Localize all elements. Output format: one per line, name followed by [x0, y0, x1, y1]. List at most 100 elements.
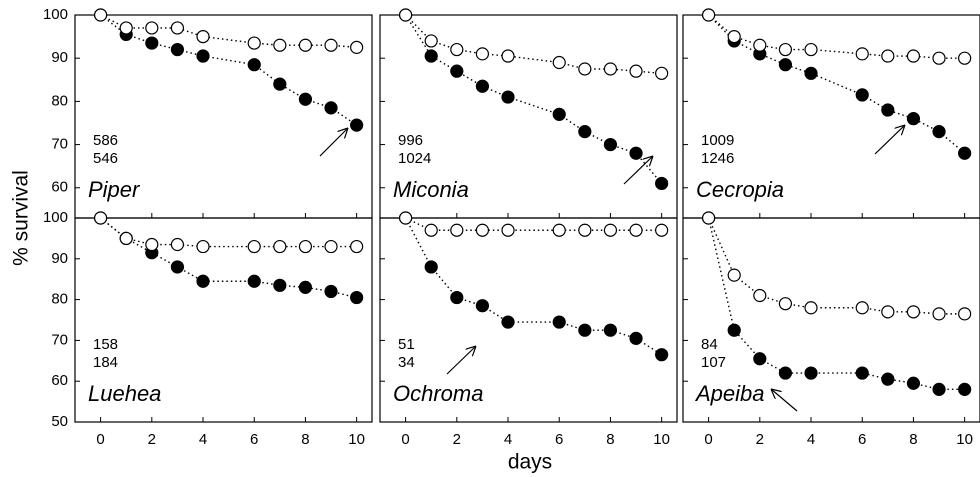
- data-point: [778, 297, 793, 311]
- arrow: [771, 389, 798, 412]
- data-point: [855, 366, 869, 380]
- data-point: [932, 51, 946, 65]
- data-point: [603, 62, 618, 76]
- sample-count: 158: [93, 336, 118, 353]
- series-line: [405, 217, 662, 231]
- data-point: [350, 40, 364, 54]
- series-line: [708, 14, 966, 154]
- x-tick-label: 10: [653, 431, 670, 448]
- x-tick-label: 2: [453, 431, 461, 448]
- x-tick-label: 4: [199, 431, 207, 448]
- sample-count: 1009: [701, 132, 734, 149]
- x-tick-label: 6: [250, 431, 258, 448]
- data-point: [324, 284, 338, 299]
- data-point: [804, 366, 818, 380]
- data-point: [753, 38, 767, 52]
- x-tick-label: 6: [555, 431, 563, 448]
- data-point: [324, 101, 338, 115]
- x-tick-label: 6: [858, 431, 866, 448]
- data-point: [119, 231, 133, 245]
- data-point: [424, 34, 438, 48]
- x-tick-label: 10: [956, 431, 973, 448]
- arrow: [623, 156, 653, 185]
- data-point: [501, 223, 515, 237]
- x-tick-label: 0: [704, 431, 712, 448]
- series-line: [707, 217, 965, 315]
- data-point: [298, 92, 313, 106]
- y-tick-label: 70: [51, 136, 68, 153]
- data-point: [578, 323, 592, 337]
- data-point: [450, 290, 464, 305]
- data-point: [350, 290, 364, 305]
- x-tick-label: 8: [606, 431, 614, 448]
- data-point: [906, 112, 921, 126]
- data-point: [629, 64, 643, 78]
- sample-count: 84: [701, 336, 718, 353]
- data-point: [350, 118, 364, 132]
- x-tick-label: 2: [756, 431, 764, 448]
- panel-title: Miconia: [393, 177, 469, 202]
- y-tick-label: 80: [51, 92, 68, 109]
- data-point: [804, 301, 818, 315]
- data-point: [727, 29, 741, 44]
- sample-count: 586: [93, 132, 118, 149]
- data-point: [552, 55, 566, 70]
- data-point: [655, 66, 669, 80]
- series-line: [707, 217, 965, 391]
- y-axis-label: % survival: [10, 170, 33, 266]
- data-point: [399, 211, 413, 225]
- panel-title: Apeiba: [694, 381, 765, 406]
- data-point: [603, 223, 618, 237]
- x-tick-label: 10: [348, 431, 365, 448]
- data-point: [778, 58, 793, 72]
- data-point: [94, 211, 108, 225]
- arrow: [874, 125, 905, 155]
- data-point: [450, 223, 464, 237]
- data-point: [350, 239, 364, 254]
- data-point: [196, 49, 210, 63]
- data-point: [247, 58, 261, 72]
- data-point: [145, 237, 159, 252]
- data-point: [475, 47, 490, 61]
- data-point: [727, 268, 741, 282]
- data-point: [655, 348, 669, 362]
- panel-frame: [74, 217, 373, 423]
- data-point: [655, 223, 669, 237]
- data-point: [552, 223, 566, 237]
- series-line: [100, 14, 357, 49]
- data-point: [298, 38, 313, 52]
- panel-title: Cecropia: [696, 177, 784, 202]
- arrow: [319, 128, 348, 157]
- data-point: [958, 146, 972, 160]
- data-point: [932, 382, 946, 396]
- data-point: [578, 62, 592, 76]
- data-point: [629, 331, 643, 345]
- x-tick-label: 8: [301, 431, 309, 448]
- x-tick-label: 2: [148, 431, 156, 448]
- x-axis-label: days: [508, 451, 552, 474]
- data-point: [804, 42, 818, 57]
- data-point: [450, 64, 464, 78]
- data-point: [170, 21, 185, 35]
- data-point: [778, 42, 793, 57]
- x-tick-label: 8: [909, 431, 917, 448]
- data-point: [727, 323, 741, 337]
- data-point: [881, 103, 895, 117]
- data-point: [399, 8, 413, 22]
- data-point: [855, 47, 869, 61]
- x-tick-label: 0: [96, 431, 104, 448]
- data-point: [603, 323, 618, 337]
- series-line: [100, 217, 357, 299]
- y-tick-label: 70: [51, 331, 68, 348]
- panel-title: Ochroma: [393, 381, 483, 406]
- data-point: [475, 223, 490, 237]
- data-point: [855, 301, 869, 315]
- series-line: [100, 14, 358, 126]
- data-point: [932, 307, 946, 321]
- y-tick-label: 60: [51, 372, 68, 389]
- data-point: [145, 21, 159, 35]
- data-point: [247, 274, 261, 288]
- x-tick-label: 4: [807, 431, 815, 448]
- data-point: [170, 42, 185, 57]
- data-point: [196, 239, 210, 254]
